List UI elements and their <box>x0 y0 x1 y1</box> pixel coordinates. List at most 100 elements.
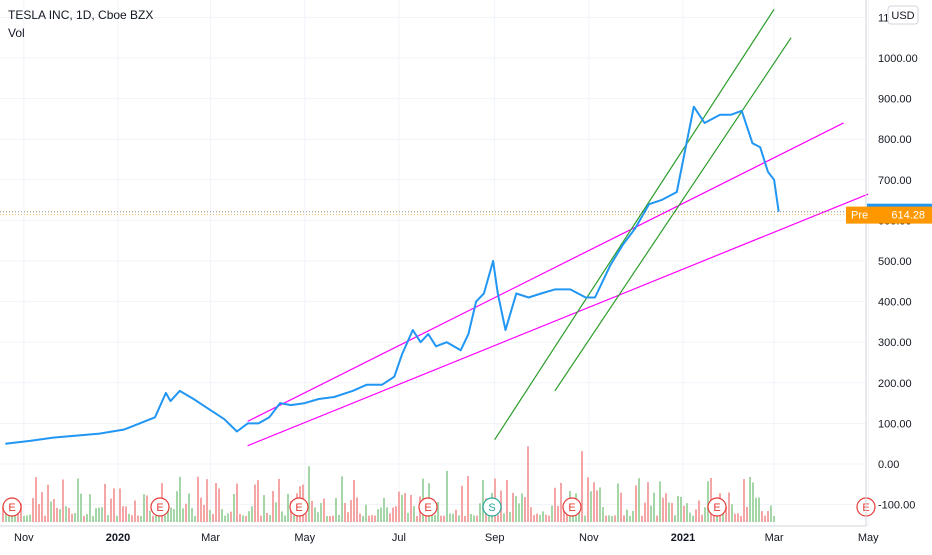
volume-bar <box>104 483 106 522</box>
volume-bar <box>578 509 580 522</box>
volume-bar <box>434 514 436 522</box>
event-marker: S <box>482 497 502 517</box>
x-tick-label: 2021 <box>671 532 695 544</box>
trendlines <box>247 8 869 447</box>
volume-bar <box>320 503 322 522</box>
currency-badge: USD <box>887 5 919 25</box>
volume-bar <box>368 515 370 522</box>
volume-bar <box>668 502 670 522</box>
volume-bar <box>410 494 412 522</box>
volume-bar <box>722 512 724 522</box>
volume-bar <box>620 492 622 522</box>
volume-bar <box>317 512 319 522</box>
y-tick-label: 500.00 <box>878 256 912 268</box>
volume-bar <box>527 446 529 522</box>
volume-bar <box>548 515 550 522</box>
volume-bar <box>545 514 547 522</box>
volume-bars <box>2 446 775 522</box>
volume-bar <box>149 510 151 522</box>
volume-bar <box>653 492 655 522</box>
y-tick-label: -100.00 <box>878 500 915 512</box>
volume-bar <box>680 496 682 522</box>
volume-bar <box>41 492 43 522</box>
volume-bar <box>122 506 124 522</box>
volume-bar <box>632 510 634 522</box>
volume-bar <box>209 509 211 522</box>
x-axis[interactable]: Nov 2020 Mar May Jul Sep Nov 2021 Mar May <box>0 525 879 544</box>
volume-bar <box>530 507 532 522</box>
pre-price-badge-box <box>846 206 932 224</box>
volume-bar <box>50 501 52 522</box>
volume-bar <box>365 504 367 522</box>
volume-bar <box>8 515 10 522</box>
volume-bar <box>245 515 247 522</box>
volume-bar <box>341 476 343 522</box>
volume-bar <box>551 505 553 522</box>
volume-bar <box>662 497 664 522</box>
trendline-pink <box>247 193 869 447</box>
volume-bar <box>173 509 175 522</box>
volume-bar <box>278 479 280 522</box>
volume-bar <box>461 485 463 522</box>
y-tick-label: 700.00 <box>878 175 912 187</box>
volume-bar <box>482 479 484 522</box>
volume-bar <box>113 488 115 522</box>
volume-bar <box>701 514 703 522</box>
volume-bar <box>752 482 754 522</box>
volume-bar <box>398 491 400 522</box>
volume-bar <box>329 515 331 522</box>
volume-bar <box>407 512 409 522</box>
volume-bar <box>20 503 22 522</box>
volume-bar <box>602 507 604 522</box>
volume-bar <box>224 515 226 522</box>
volume-bar <box>188 493 190 522</box>
volume-bar <box>89 494 91 522</box>
volume-bar <box>614 515 616 522</box>
volume-bar <box>446 470 448 522</box>
event-marker: E <box>562 497 582 517</box>
volume-bar <box>380 507 382 522</box>
volume-bar <box>140 515 142 522</box>
volume-bar <box>659 481 661 522</box>
volume-bar <box>53 498 55 522</box>
volume-bar <box>263 495 265 522</box>
volume-bar <box>467 476 469 522</box>
price-line <box>5 105 780 445</box>
volume-bar <box>386 507 388 522</box>
volume-bar <box>233 494 235 522</box>
volume-bar <box>650 505 652 522</box>
event-marker-label: E <box>713 502 720 514</box>
currency-badge-box <box>887 5 919 25</box>
volume-bar <box>629 515 631 522</box>
volume-bar <box>488 515 490 522</box>
volume-bar <box>272 491 274 522</box>
volume-bar <box>155 512 157 522</box>
price-badges: USD621.44Pre614.28 <box>0 5 932 224</box>
symbol-title: TESLA INC, 1D, Cboe BZX <box>8 8 154 22</box>
volume-bar <box>599 487 601 522</box>
volume-bar <box>677 495 679 522</box>
volume-bar <box>470 513 472 522</box>
volume-bar <box>371 515 373 522</box>
volume-bar <box>665 493 667 522</box>
volume-bar <box>731 504 733 522</box>
volume-bar <box>179 476 181 522</box>
volume-bar <box>464 515 466 522</box>
volume-bar <box>542 511 544 522</box>
volume-bar <box>269 514 271 522</box>
volume-bar <box>518 503 520 522</box>
volume-bar <box>743 479 745 522</box>
volume-bar <box>344 502 346 522</box>
volume-bar <box>374 515 376 522</box>
volume-bar <box>23 515 25 522</box>
volume-bar <box>152 515 154 522</box>
volume-bar <box>521 493 523 522</box>
volume-bar <box>215 483 217 522</box>
volume-bar <box>734 513 736 522</box>
y-axis[interactable]: 1100.001000.00900.00800.00700.00600.0050… <box>865 0 918 526</box>
volume-bar <box>443 515 445 522</box>
grid <box>0 0 869 526</box>
volume-bar <box>581 451 583 522</box>
